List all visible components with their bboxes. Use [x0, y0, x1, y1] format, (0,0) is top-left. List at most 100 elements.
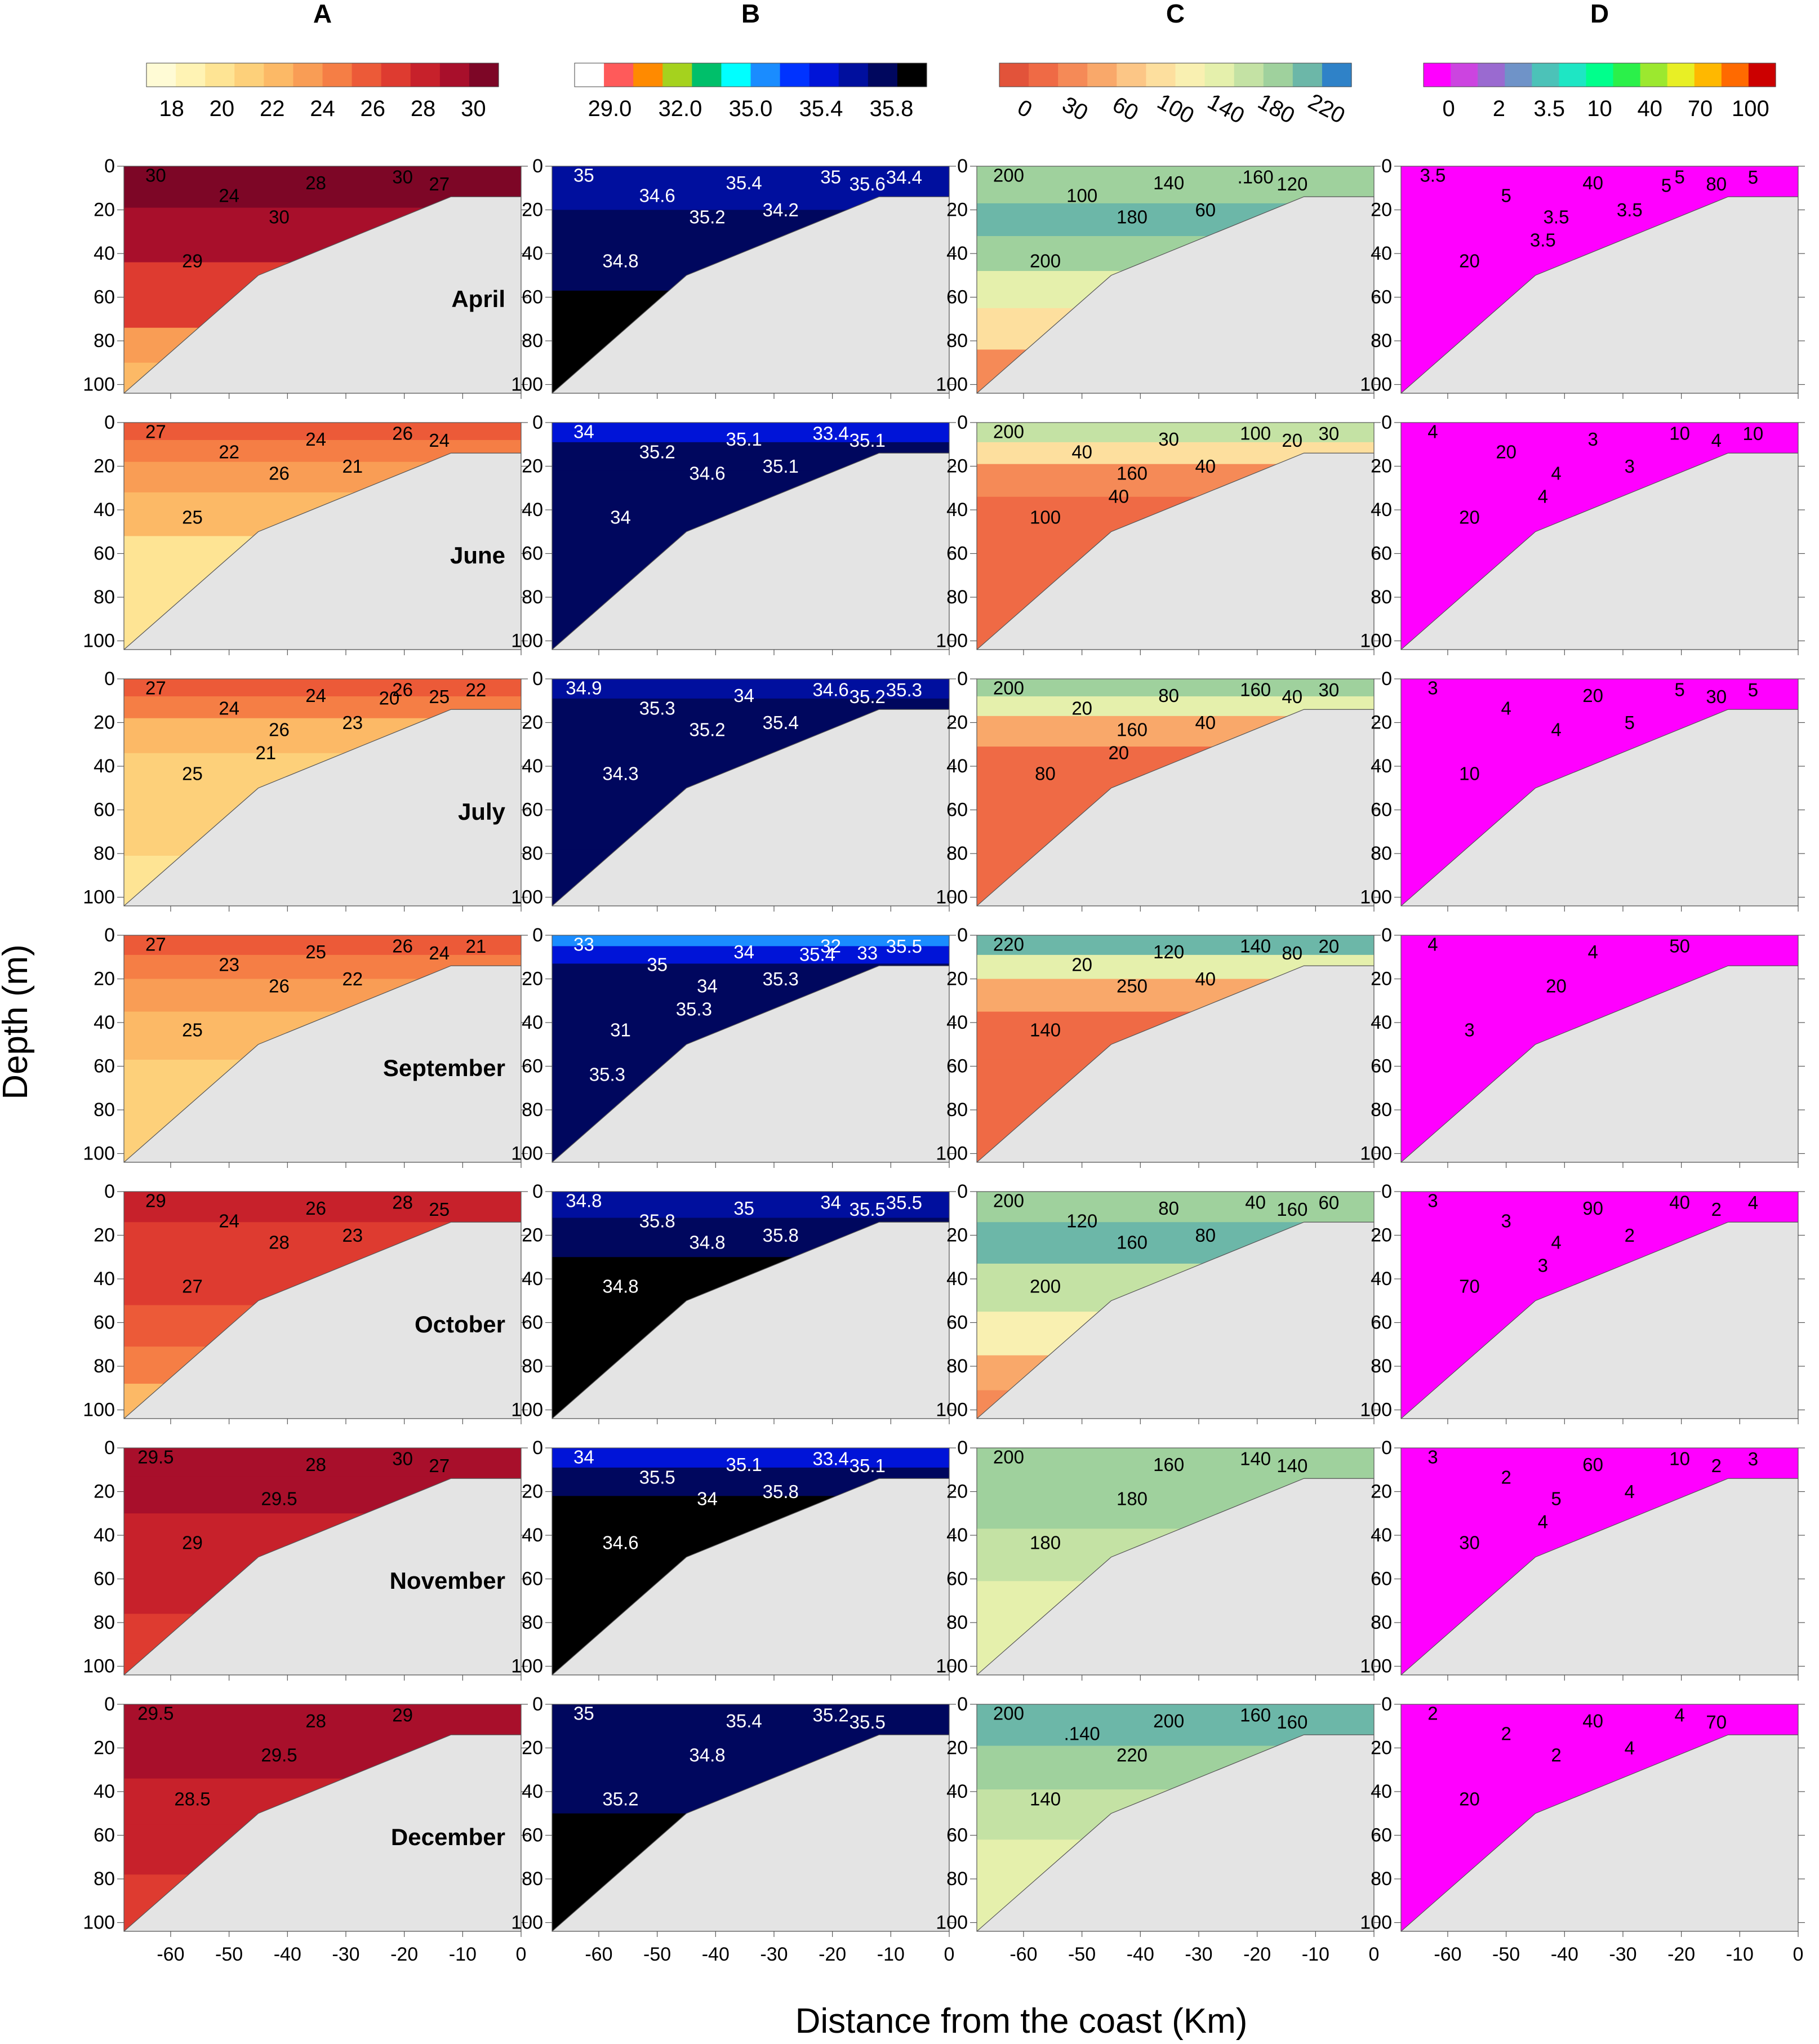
contour-label: 5: [1748, 167, 1758, 188]
section-field: 220 250 140 140 120 80 20 40 20: [977, 935, 1374, 1162]
colorbar-D-swatch: [1586, 63, 1614, 87]
contour-label: 20: [1071, 954, 1092, 975]
y-tick-label: 80: [1371, 843, 1392, 864]
y-tick-label: 100: [511, 630, 543, 652]
x-tick-label: -30: [332, 1944, 359, 1965]
sea-floor: [1401, 965, 1798, 1162]
month-label-september: September: [383, 1055, 505, 1081]
sea-floor: [552, 196, 949, 393]
x-tick-label: -10: [449, 1944, 477, 1965]
panel-frame: [552, 1704, 950, 1932]
y-axis-label: Depth (m): [0, 944, 35, 1100]
contour-label: 25: [429, 686, 450, 707]
contour-label: 34: [697, 976, 718, 997]
y-tick-label: 100: [83, 374, 115, 396]
colorbar-B-swatch: [780, 63, 810, 87]
contour-label: 160: [1117, 1232, 1148, 1253]
contour-label: 100: [1240, 423, 1271, 444]
contour-label: 26: [269, 976, 290, 997]
contour-label: 34.6: [639, 185, 675, 206]
y-tick-label: 80: [1371, 1356, 1392, 1377]
contour-label: 160: [1117, 719, 1148, 740]
panel-october-B: 34.8 34.8 34 34.8 35 35.5 35.8 35.8 35.5 0 20 40 60 8…: [511, 1181, 956, 1424]
contour-label: 29.5: [261, 1745, 297, 1766]
contour-label: 4: [1427, 421, 1438, 442]
panel-frame: [1400, 1191, 1799, 1419]
y-tick-label: 80: [946, 1356, 968, 1377]
colorbar-D-swatch: [1451, 63, 1478, 87]
x-tick-label: -50: [643, 1944, 671, 1965]
colorbar-A-swatch: [439, 63, 470, 87]
y-tick-label: 0: [1381, 925, 1392, 946]
x-tick-label: -40: [274, 1944, 301, 1965]
contour-label: 35.3: [639, 698, 675, 719]
contour-label: 140: [1277, 1455, 1307, 1476]
colorbar-B-swatch: [604, 63, 634, 87]
contour-label: 20: [1071, 698, 1092, 719]
y-tick-label: 0: [1381, 155, 1392, 177]
x-tick-label: -30: [1609, 1944, 1636, 1965]
contour-label: 30: [1319, 423, 1340, 444]
contour-label: 34.9: [566, 678, 602, 699]
y-tick-label: 100: [511, 887, 543, 908]
colorbar-D-tick: 0: [1443, 96, 1455, 121]
x-tick-label: -40: [1551, 1944, 1578, 1965]
contour-label: 34: [733, 685, 754, 706]
colorbar-D-tick: 2: [1493, 96, 1505, 121]
value-band: [552, 1704, 949, 1731]
y-tick-label: 100: [511, 1399, 543, 1421]
colorbar-B-frame: [574, 63, 927, 87]
contour-label: 20: [1108, 743, 1129, 763]
contour-label: 30: [1158, 429, 1179, 450]
panel-frame: [552, 1447, 950, 1676]
panel-frame: [552, 935, 950, 1163]
contour-label: 24: [305, 429, 326, 450]
x-tick-label: -20: [390, 1944, 418, 1965]
y-tick-label: 100: [83, 1656, 115, 1677]
contour-label: 30: [392, 1448, 413, 1469]
contour-label: 20: [1459, 250, 1480, 271]
column-letter-B: B: [741, 0, 760, 28]
colorbar-A-tick: 20: [210, 96, 235, 121]
contour-label: 22: [466, 679, 487, 700]
x-tick-label: -40: [702, 1944, 730, 1965]
contour-label: 35.5: [850, 1199, 886, 1220]
y-tick-label: 100: [511, 1656, 543, 1677]
contour-label: 35: [820, 167, 841, 188]
colorbar-C-swatch: [1322, 63, 1352, 87]
contour-label: 40: [1195, 712, 1216, 733]
contour-label: 2: [1501, 1467, 1511, 1488]
y-tick-label: 0: [957, 1181, 968, 1202]
contour-label: 31: [610, 1019, 631, 1040]
sea-floor: [552, 965, 949, 1162]
sea-floor: [977, 1478, 1374, 1675]
y-tick-label: 0: [957, 1694, 968, 1715]
y-tick-label: 60: [946, 799, 968, 821]
section-field: 4 20 50 3 4: [1401, 935, 1798, 1162]
y-tick-label: 20: [1371, 1225, 1392, 1246]
contour-label: 5: [1674, 167, 1684, 188]
sea-floor: [977, 709, 1374, 906]
contour-label: 34.6: [602, 1532, 638, 1553]
contour-label: 23: [342, 1225, 363, 1246]
sea-floor: [552, 1221, 949, 1419]
y-tick-label: 60: [946, 287, 968, 308]
colorbar-B-swatch: [575, 63, 604, 87]
contour-label: 50: [1669, 936, 1690, 957]
y-tick-label: 20: [94, 456, 115, 477]
contour-label: 60: [1319, 1192, 1340, 1213]
contour-label: 100: [1066, 185, 1097, 206]
colorbar-C-swatch: [1146, 63, 1176, 87]
y-tick-label: 40: [94, 1525, 115, 1546]
contour-label: 35.6: [850, 174, 886, 194]
colorbar-D-swatch: [1505, 63, 1532, 87]
y-tick-label: 40: [94, 1012, 115, 1033]
contour-label: 4: [1674, 1705, 1684, 1726]
colorbar-C-tick: 180: [1254, 89, 1299, 128]
y-tick-label: 20: [522, 712, 543, 734]
contour-label: 35.8: [763, 1225, 799, 1246]
